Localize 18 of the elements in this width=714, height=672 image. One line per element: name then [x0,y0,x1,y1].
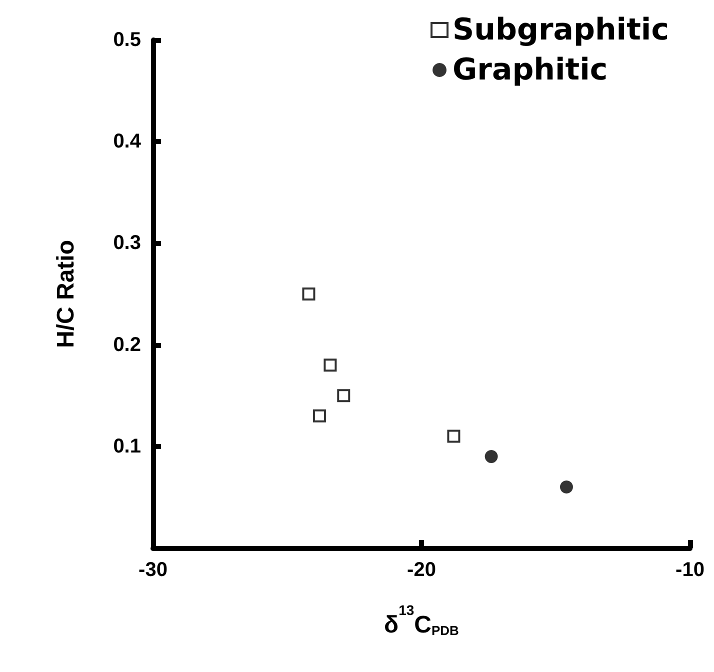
y-axis-title: H/C Ratio [52,240,80,348]
x-tick-label: -10 [676,559,704,581]
legend-label: Subgraphitic [452,12,670,48]
y-tick-label: 0.4 [113,130,142,153]
point [302,288,316,300]
y-tick-label: 0.1 [113,435,141,458]
legend-label: Graphitic [452,52,608,88]
point [560,480,573,494]
point [337,389,350,402]
point [312,409,326,422]
y-tick-label: 0.2 [113,334,141,356]
x-tick-label: -30 [138,559,168,581]
y-tick-label: 0.5 [113,29,141,51]
point [447,430,460,443]
y-tick-label: 0.3 [113,232,141,254]
x-tick-label: -20 [407,559,436,581]
point [324,358,337,372]
point [484,450,498,464]
